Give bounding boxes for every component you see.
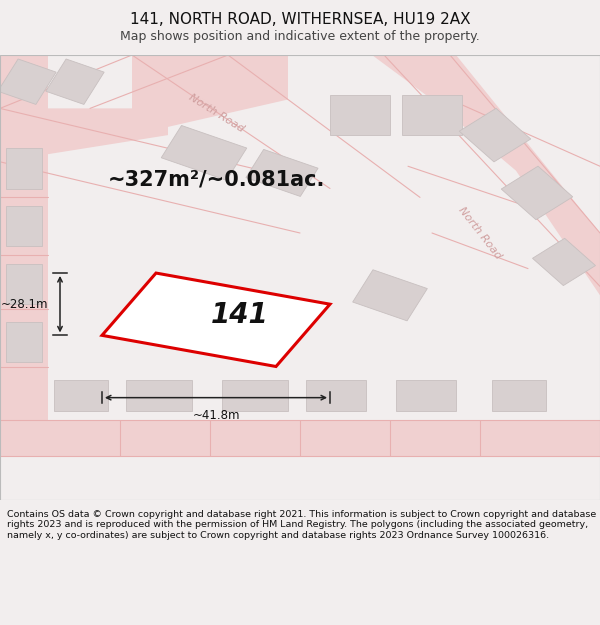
Polygon shape	[396, 380, 456, 411]
Polygon shape	[161, 126, 247, 181]
Text: 141, NORTH ROAD, WITHERNSEA, HU19 2AX: 141, NORTH ROAD, WITHERNSEA, HU19 2AX	[130, 12, 470, 27]
Text: Contains OS data © Crown copyright and database right 2021. This information is : Contains OS data © Crown copyright and d…	[7, 510, 596, 540]
Polygon shape	[6, 322, 42, 362]
Text: ~41.8m: ~41.8m	[192, 409, 240, 422]
Polygon shape	[54, 380, 108, 411]
Polygon shape	[6, 149, 42, 189]
Polygon shape	[126, 380, 192, 411]
Polygon shape	[132, 55, 288, 135]
Polygon shape	[492, 380, 546, 411]
Polygon shape	[222, 380, 288, 411]
Polygon shape	[6, 264, 42, 304]
Polygon shape	[501, 166, 573, 220]
Polygon shape	[372, 55, 600, 295]
Polygon shape	[532, 238, 596, 286]
Polygon shape	[0, 420, 600, 456]
Text: North Road: North Road	[457, 205, 503, 261]
Polygon shape	[6, 206, 42, 246]
Text: 141: 141	[211, 301, 269, 329]
Polygon shape	[353, 270, 427, 321]
Polygon shape	[402, 95, 462, 135]
Polygon shape	[0, 55, 48, 456]
Polygon shape	[0, 108, 168, 162]
Text: ~327m²/~0.081ac.: ~327m²/~0.081ac.	[107, 169, 325, 189]
Polygon shape	[102, 273, 330, 366]
Polygon shape	[306, 380, 366, 411]
Bar	[0, 55, 600, 500]
Text: ~28.1m: ~28.1m	[1, 298, 48, 311]
Polygon shape	[0, 59, 56, 104]
Text: Map shows position and indicative extent of the property.: Map shows position and indicative extent…	[120, 30, 480, 43]
Polygon shape	[46, 59, 104, 104]
Polygon shape	[459, 108, 531, 162]
Polygon shape	[246, 149, 318, 196]
Polygon shape	[330, 95, 390, 135]
Text: North Road: North Road	[187, 92, 245, 134]
